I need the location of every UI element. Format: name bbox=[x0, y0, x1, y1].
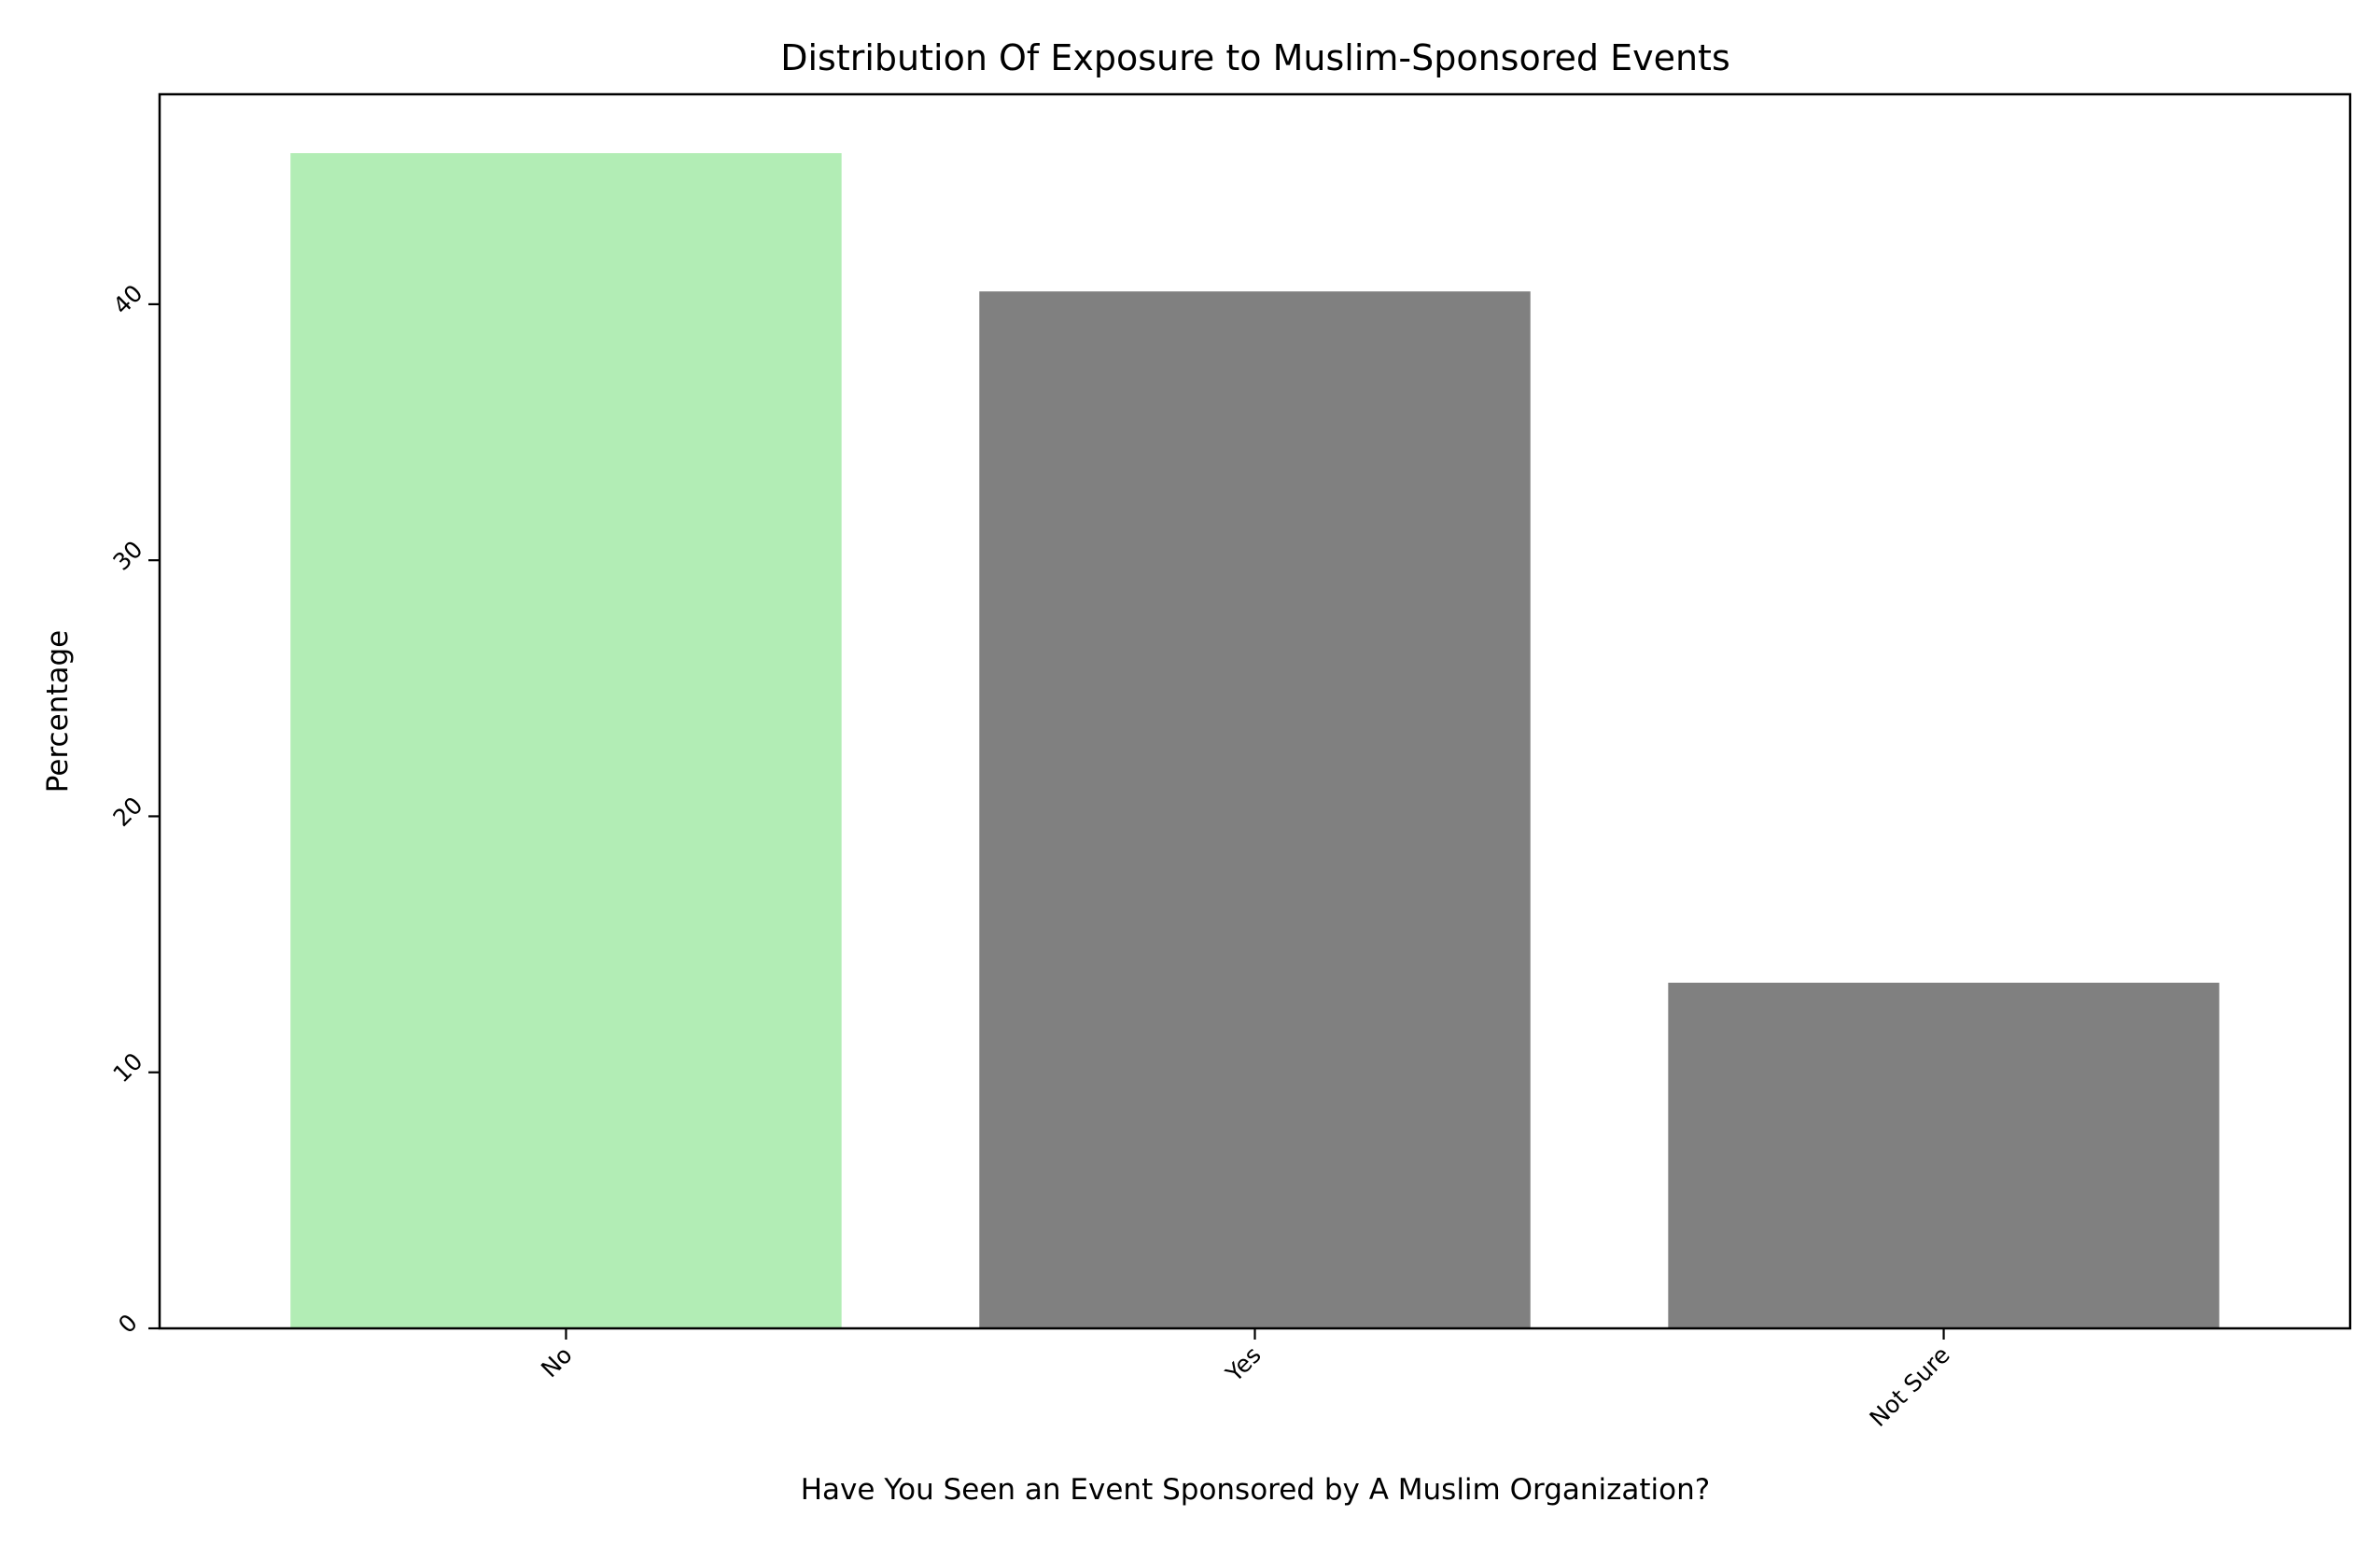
bar-yes bbox=[979, 291, 1531, 1329]
bar-no bbox=[290, 153, 842, 1329]
bars-layer bbox=[290, 153, 2219, 1329]
chart-title: Distribution Of Exposure to Muslim-Spons… bbox=[780, 37, 1730, 78]
bar-not-sure bbox=[1668, 982, 2219, 1328]
y-axis-label: Percentage bbox=[41, 630, 75, 793]
x-axis-label: Have You Seen an Event Sponsored by A Mu… bbox=[801, 1473, 1711, 1507]
